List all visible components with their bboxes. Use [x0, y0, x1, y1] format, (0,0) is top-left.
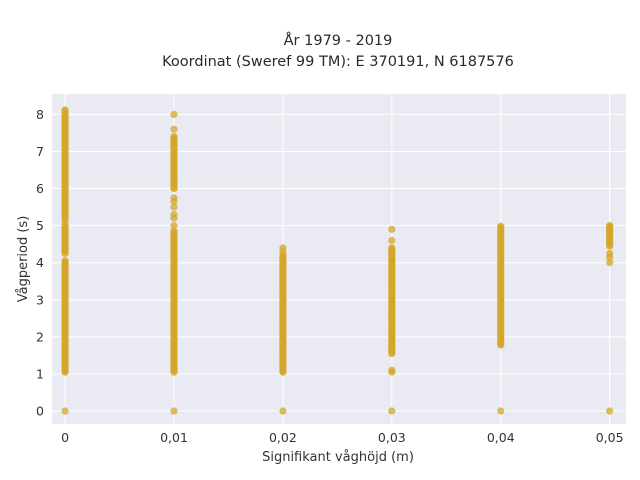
x-tick-label: 0,02: [269, 430, 297, 445]
x-tick-label: 0,01: [160, 430, 188, 445]
data-point: [61, 407, 69, 415]
data-point: [497, 222, 505, 230]
data-point: [170, 138, 178, 146]
data-point: [170, 194, 178, 202]
x-axis-ticks: 0 0,01 0,02 0,03 0,04 0,05: [61, 430, 623, 445]
y-tick-label: 4: [36, 255, 44, 270]
data-point: [170, 222, 178, 230]
data-point: [388, 244, 396, 252]
y-tick-label: 2: [36, 329, 44, 344]
x-tick-label: 0,04: [487, 430, 515, 445]
data-point: [170, 203, 178, 211]
data-point: [170, 155, 178, 163]
y-tick-label: 6: [36, 181, 44, 196]
data-point: [388, 366, 396, 374]
x-axis-label: Signifikant våghöjd (m): [262, 450, 414, 465]
data-point: [61, 257, 69, 265]
data-point: [61, 240, 69, 248]
data-point: [61, 246, 69, 254]
data-point: [170, 162, 178, 170]
data-point: [170, 125, 178, 133]
data-point: [170, 110, 178, 118]
x-tick-label: 0,03: [378, 430, 406, 445]
data-point: [497, 407, 505, 415]
data-point: [606, 259, 614, 267]
plot-area: [52, 94, 626, 424]
y-tick-label: 3: [36, 292, 44, 307]
y-axis-label: Vågperiod (s): [16, 216, 31, 303]
data-point: [170, 147, 178, 156]
data-point: [170, 227, 178, 235]
y-tick-label: 0: [36, 404, 44, 419]
data-point: [61, 218, 69, 226]
data-point: [61, 203, 69, 211]
data-point: [170, 407, 178, 415]
data-point: [61, 106, 69, 114]
chart-title: År 1979 - 2019: [284, 32, 393, 49]
data-point: [606, 249, 614, 258]
x-tick-label: 0,05: [596, 430, 624, 445]
y-tick-label: 5: [36, 218, 44, 233]
data-point: [279, 407, 287, 415]
data-point: [388, 225, 396, 233]
data-point: [170, 210, 178, 219]
x-tick-label: 0: [61, 430, 69, 445]
data-point: [606, 407, 614, 415]
y-axis-ticks: 0 1 2 3 4 5 6 7 8: [36, 107, 44, 419]
data-point: [606, 222, 614, 230]
y-tick-label: 8: [36, 107, 44, 122]
data-point: [170, 173, 178, 182]
y-tick-label: 1: [36, 366, 44, 381]
data-points: [61, 106, 614, 415]
data-point: [388, 236, 396, 245]
y-tick-label: 7: [36, 144, 44, 159]
data-point: [170, 133, 178, 141]
chart-subtitle: Koordinat (Sweref 99 TM): E 370191, N 61…: [162, 54, 514, 70]
data-point: [279, 244, 287, 252]
data-point: [388, 407, 396, 415]
